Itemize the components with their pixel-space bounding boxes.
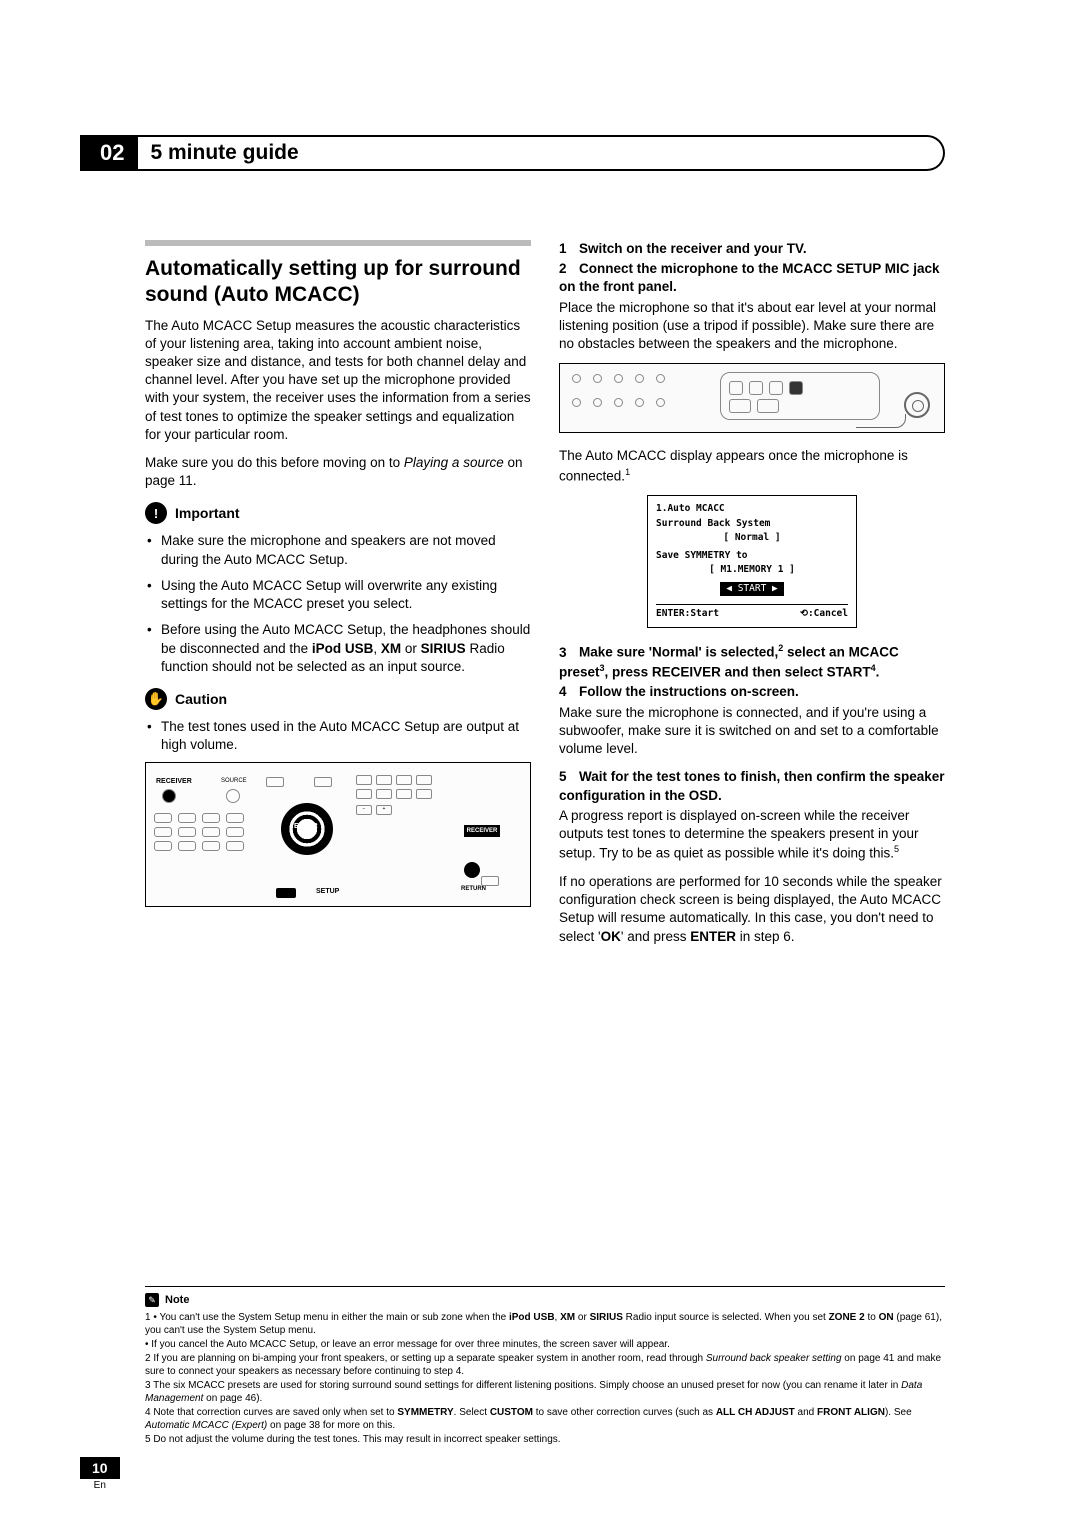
important-list: Make sure the microphone and speakers ar… bbox=[145, 532, 531, 676]
intro-paragraph: The Auto MCACC Setup measures the acoust… bbox=[145, 317, 531, 445]
mic-cable-icon bbox=[856, 414, 906, 428]
chapter-title: 5 minute guide bbox=[138, 135, 945, 171]
caution-callout: ✋ Caution bbox=[145, 688, 531, 710]
note-text: 1 • You can't use the System Setup menu … bbox=[145, 1311, 945, 1446]
step-4-body: Make sure the microphone is connected, a… bbox=[559, 704, 945, 759]
main-content: Automatically setting up for surround so… bbox=[145, 240, 945, 956]
note-icon: ✎ bbox=[145, 1293, 159, 1307]
note-label: Note bbox=[165, 1294, 189, 1306]
remote-btn bbox=[314, 777, 332, 787]
step-1: 1Switch on the receiver and your TV. bbox=[559, 240, 945, 258]
step-5-body: A progress report is displayed on-screen… bbox=[559, 807, 945, 863]
caution-label: Caution bbox=[175, 691, 227, 707]
important-callout: ! Important bbox=[145, 502, 531, 524]
receiver-button: RECEIVER bbox=[464, 825, 500, 837]
caution-icon: ✋ bbox=[145, 688, 167, 710]
caution-list: The test tones used in the Auto MCACC Se… bbox=[145, 718, 531, 754]
chapter-number: 02 bbox=[80, 135, 138, 171]
section-heading: Automatically setting up for surround so… bbox=[145, 256, 531, 309]
list-item: Before using the Auto MCACC Setup, the h… bbox=[151, 621, 531, 676]
step-4: 4Follow the instructions on-screen. bbox=[559, 683, 945, 701]
remote-bottom-row: SETUP bbox=[276, 888, 339, 898]
note-paragraph: Make sure you do this before moving on t… bbox=[145, 454, 531, 490]
input-buttons bbox=[154, 813, 246, 851]
step-2: 2Connect the microphone to the MCACC SET… bbox=[559, 260, 945, 296]
after-panel-text: The Auto MCACC display appears once the … bbox=[559, 447, 945, 485]
list-item: The test tones used in the Auto MCACC Se… bbox=[151, 718, 531, 754]
chapter-header: 02 5 minute guide bbox=[80, 135, 945, 171]
source-dial-icon bbox=[226, 789, 240, 803]
transport-buttons: −+ bbox=[356, 775, 432, 819]
jack-group-icon bbox=[720, 372, 880, 420]
remote-btn bbox=[266, 777, 284, 787]
page-number: 10 En bbox=[80, 1457, 120, 1491]
front-panel-diagram bbox=[559, 363, 945, 433]
important-label: Important bbox=[175, 505, 240, 521]
step-2-body: Place the microphone so that it's about … bbox=[559, 299, 945, 354]
power-icon bbox=[162, 789, 176, 803]
remote-diagram: RECEIVER SOURCE ENTER −+ RECEIVER SETUP bbox=[145, 762, 531, 907]
section-rule bbox=[145, 240, 531, 246]
important-icon: ! bbox=[145, 502, 167, 524]
step-3: 3Make sure 'Normal' is selected,2 select… bbox=[559, 642, 945, 681]
zone-selector bbox=[460, 876, 520, 896]
footnotes: ✎ Note 1 • You can't use the System Setu… bbox=[145, 1286, 945, 1447]
microphone-icon bbox=[904, 392, 930, 418]
osd-display: 1.Auto MCACC Surround Back System [ Norm… bbox=[647, 495, 857, 628]
left-column: Automatically setting up for surround so… bbox=[145, 240, 531, 956]
step-5: 5Wait for the test tones to finish, then… bbox=[559, 768, 945, 804]
list-item: Make sure the microphone and speakers ar… bbox=[151, 532, 531, 568]
step-5-body-2: If no operations are performed for 10 se… bbox=[559, 873, 945, 946]
right-column: 1Switch on the receiver and your TV. 2Co… bbox=[559, 240, 945, 956]
list-item: Using the Auto MCACC Setup will overwrit… bbox=[151, 577, 531, 613]
